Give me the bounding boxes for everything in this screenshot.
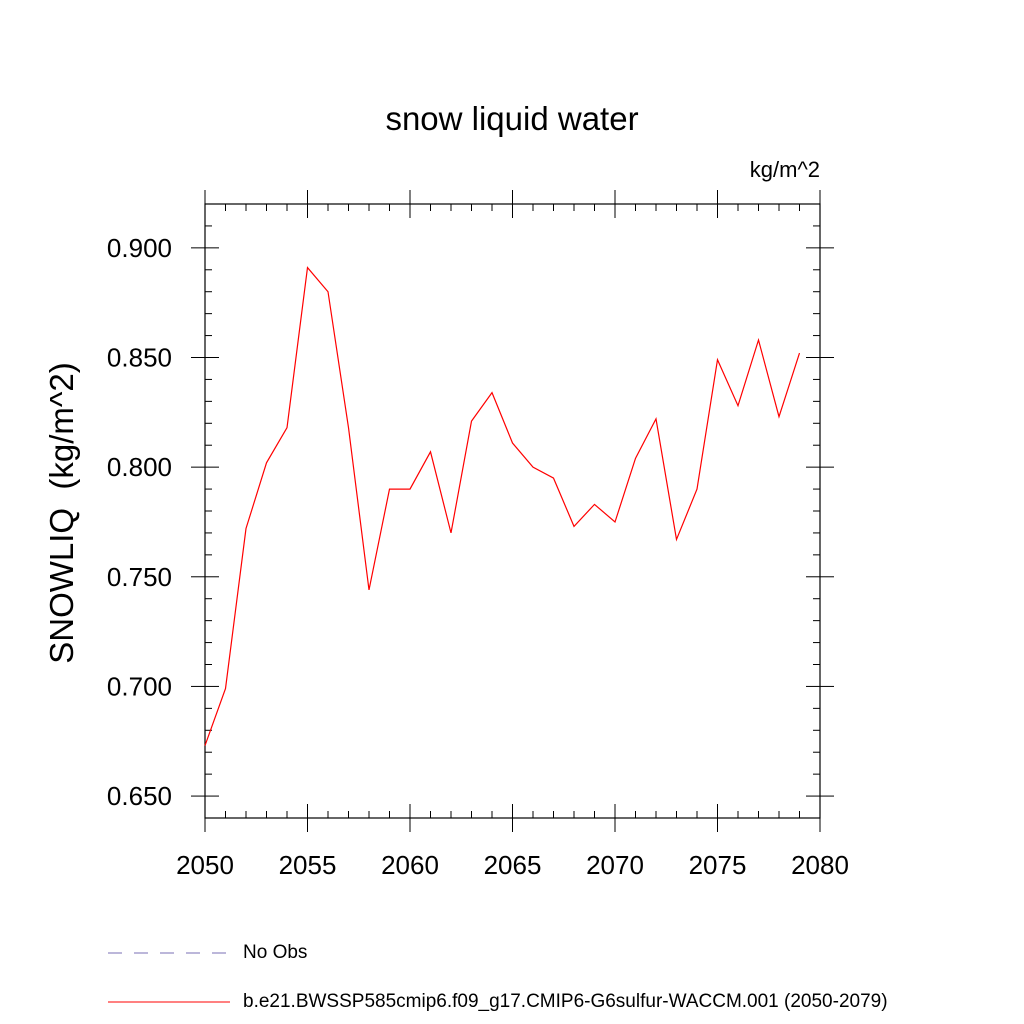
x-tick-label: 2060: [381, 850, 439, 880]
x-tick-label: 2050: [176, 850, 234, 880]
legend-label-no-obs: No Obs: [243, 942, 308, 963]
y-tick-label: 0.750: [107, 562, 172, 592]
x-tick-label: 2065: [484, 850, 542, 880]
y-tick-label: 0.650: [107, 781, 172, 811]
x-tick-label: 2075: [689, 850, 747, 880]
chart-title: snow liquid water: [385, 100, 639, 137]
legend-label-model-run: b.e21.BWSSP585cmip6.f09_g17.CMIP6-G6sulf…: [243, 991, 888, 1012]
y-tick-label: 0.800: [107, 452, 172, 482]
y-tick-label: 0.700: [107, 671, 172, 701]
series-line-0: [204, 266, 801, 746]
y-tick-label: 0.850: [107, 343, 172, 373]
units-label: kg/m^2: [749, 157, 820, 182]
plot-frame: [204, 203, 821, 819]
x-tick-label: 2080: [791, 850, 849, 880]
y-tick-label: 0.900: [107, 233, 172, 263]
x-tick-label: 2055: [279, 850, 337, 880]
x-tick-label: 2070: [586, 850, 644, 880]
